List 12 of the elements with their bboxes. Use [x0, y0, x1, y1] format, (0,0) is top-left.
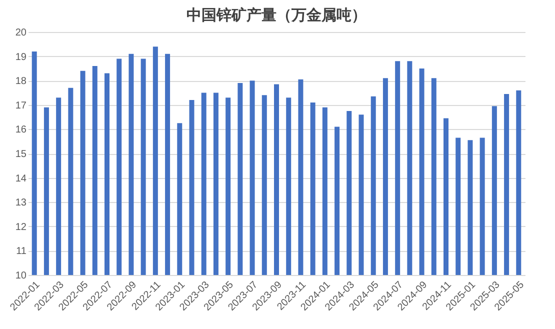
y-tick-label: 11 — [16, 246, 27, 258]
y-tick-label: 10 — [15, 270, 27, 282]
y-tick-label: 15 — [15, 149, 27, 160]
y-tick-label: 19 — [15, 52, 27, 63]
y-tick-label: 20 — [15, 28, 27, 38]
y-tick-label: 13 — [15, 198, 27, 209]
y-tick-label: 17 — [15, 100, 27, 112]
y-tick-label: 16 — [15, 124, 27, 136]
chart-title: 中国锌矿产量（万金属吨） — [186, 6, 366, 24]
y-tick-label: 12 — [15, 222, 27, 233]
y-tick-label: 18 — [15, 76, 27, 88]
y-tick-label: 14 — [15, 173, 27, 184]
